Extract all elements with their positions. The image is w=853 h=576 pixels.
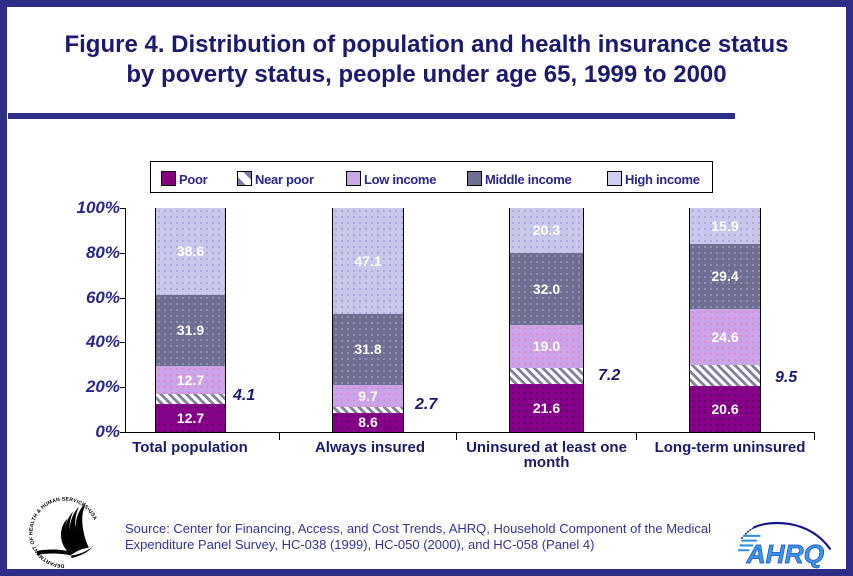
svg-text:AHRQ: AHRQ — [746, 539, 825, 569]
